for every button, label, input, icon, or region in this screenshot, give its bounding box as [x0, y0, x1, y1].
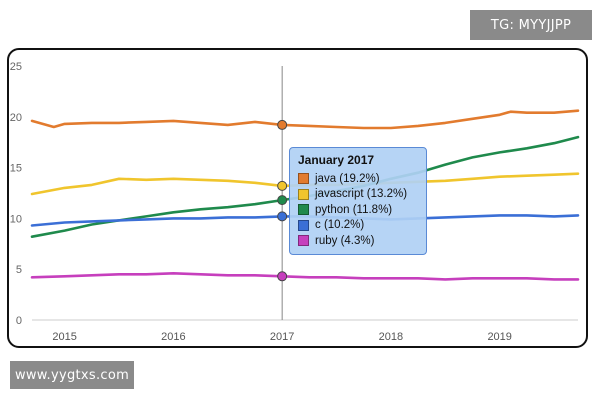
tooltip-label-javascript: javascript (13.2%) — [315, 188, 408, 201]
x-tick-label: 2015 — [52, 331, 76, 343]
x-tick-label: 2016 — [161, 331, 185, 343]
tooltip-row-java: java (19.2%) — [298, 171, 418, 187]
point-marker-c — [277, 211, 288, 222]
c-swatch-icon — [298, 219, 309, 231]
x-tick-label: 2019 — [487, 331, 511, 343]
tooltip-title: January 2017 — [298, 153, 375, 167]
tooltip-row-ruby: ruby (4.3%) — [298, 233, 418, 249]
y-tick-label: 15 — [10, 163, 22, 175]
y-tick-label: 5 — [16, 264, 22, 276]
point-marker-python — [277, 195, 288, 206]
x-tick-label: 2018 — [379, 331, 403, 343]
tooltip-row-c: c (10.2%) — [298, 218, 418, 234]
x-tick-label: 2017 — [270, 331, 294, 343]
tooltip-label-python: python (11.8%) — [315, 203, 393, 216]
python-swatch-icon — [298, 204, 309, 216]
point-marker-java — [277, 119, 288, 130]
tooltip-label-ruby: ruby (4.3%) — [315, 234, 375, 247]
ruby-swatch-icon — [298, 235, 309, 247]
chart-tooltip: January 2017 java (19.2%) javascript (13… — [289, 147, 427, 255]
tooltip-row-javascript: javascript (13.2%) — [298, 187, 418, 203]
point-marker-ruby — [277, 271, 288, 282]
y-tick-label: 20 — [10, 112, 22, 124]
y-tick-label: 10 — [10, 213, 22, 225]
point-marker-javascript — [277, 180, 288, 191]
tooltip-label-java: java (19.2%) — [315, 172, 380, 185]
watermark-top-right: TG: MYYJJPP — [470, 10, 592, 40]
watermark-bottom-left: www.yygtxs.com — [10, 361, 134, 389]
tooltip-row-python: python (11.8%) — [298, 202, 418, 218]
y-tick-label: 0 — [16, 315, 22, 327]
series-line-ruby — [30, 271, 580, 281]
java-swatch-icon — [298, 173, 309, 185]
y-tick-label: 25 — [10, 61, 22, 73]
javascript-swatch-icon — [298, 188, 309, 200]
series-line-java — [30, 109, 580, 130]
tooltip-label-c: c (10.2%) — [315, 219, 365, 232]
